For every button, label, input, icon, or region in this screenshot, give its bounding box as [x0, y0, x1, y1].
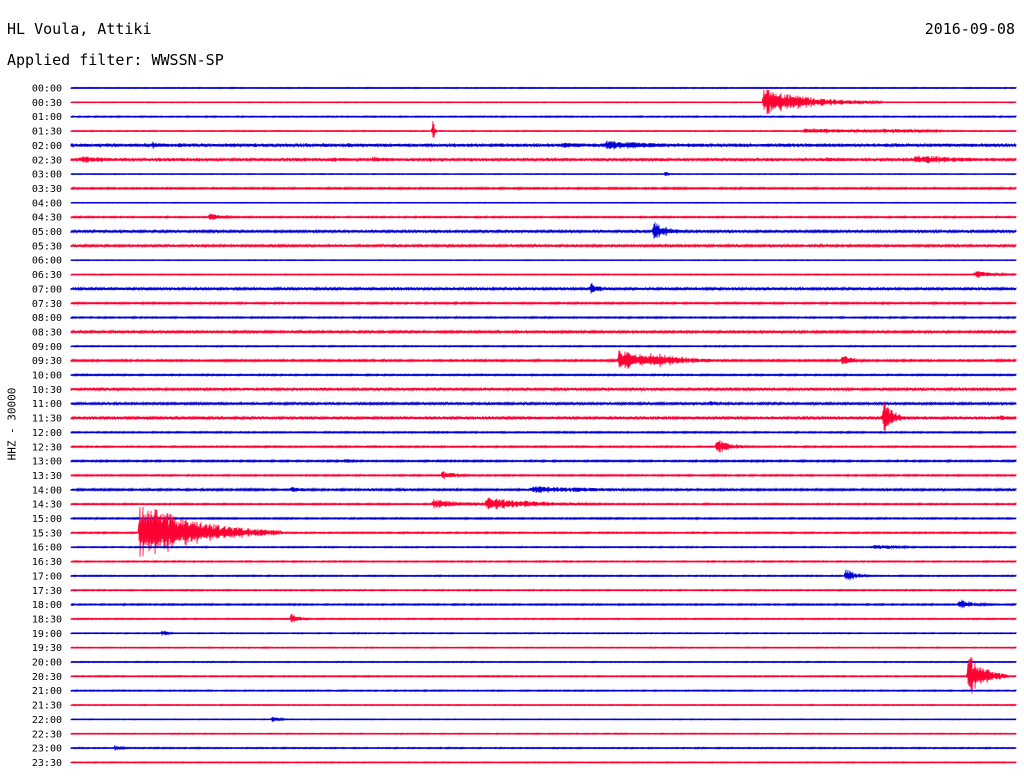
- tick-label-1930: 19:30: [32, 643, 62, 654]
- time-tick-labels: 00:00 00:30 01:00 01:30 02:00 02:30 03:00 03:30…: [32, 84, 62, 769]
- tick-label-1700: 17:00: [32, 571, 62, 582]
- tick-label-2330: 23:30: [32, 758, 62, 769]
- tick-label-1130: 11:30: [32, 414, 62, 425]
- tick-label-1730: 17:30: [32, 586, 62, 597]
- filter-label: Applied filter: WWSSN-SP: [7, 51, 224, 69]
- tick-label-0230: 02:30: [32, 155, 62, 166]
- tick-label-0000: 00:00: [32, 84, 62, 95]
- seismogram-traces: [70, 86, 1017, 765]
- tick-label-1200: 12:00: [32, 428, 62, 439]
- tick-label-1530: 15:30: [32, 528, 62, 539]
- tick-label-1000: 10:00: [32, 371, 62, 382]
- tick-label-2200: 22:00: [32, 715, 62, 726]
- tick-label-1100: 11:00: [32, 399, 62, 410]
- tick-label-2100: 21:00: [32, 686, 62, 697]
- tick-label-2230: 22:30: [32, 729, 62, 740]
- tick-label-0830: 08:30: [32, 327, 62, 338]
- trace-1700: [70, 569, 1017, 581]
- tick-label-2000: 20:00: [32, 658, 62, 669]
- tick-label-2130: 21:30: [32, 701, 62, 712]
- tick-label-1500: 15:00: [32, 514, 62, 525]
- tick-label-0100: 01:00: [32, 112, 62, 123]
- tick-label-0630: 06:30: [32, 270, 62, 281]
- tick-label-0700: 07:00: [32, 284, 62, 295]
- trace-1830: [70, 613, 1017, 623]
- trace-0130: [70, 121, 1017, 138]
- trace-0930: [70, 350, 1017, 369]
- tick-label-1430: 14:30: [32, 500, 62, 511]
- tick-label-1400: 14:00: [32, 485, 62, 496]
- tick-label-1830: 18:30: [32, 614, 62, 625]
- tick-label-0800: 08:00: [32, 313, 62, 324]
- trace-0500: [70, 222, 1017, 239]
- tick-label-2030: 20:30: [32, 672, 62, 683]
- tick-label-0030: 00:30: [32, 98, 62, 109]
- tick-label-0500: 05:00: [32, 227, 62, 238]
- tick-label-0130: 01:30: [32, 127, 62, 138]
- tick-label-1230: 12:30: [32, 442, 62, 453]
- tick-label-0200: 02:00: [32, 141, 62, 152]
- tick-label-0930: 09:30: [32, 356, 62, 367]
- tick-label-0530: 05:30: [32, 241, 62, 252]
- tick-label-0400: 04:00: [32, 198, 62, 209]
- tick-label-0300: 03:00: [32, 170, 62, 181]
- tick-label-0330: 03:30: [32, 184, 62, 195]
- tick-label-0430: 04:30: [32, 213, 62, 224]
- trace-1530: [70, 506, 1017, 557]
- tick-label-1030: 10:30: [32, 385, 62, 396]
- station-title: HL Voula, Attiki: [7, 20, 152, 38]
- tick-label-1800: 18:00: [32, 600, 62, 611]
- tick-label-1300: 13:00: [32, 457, 62, 468]
- tick-label-0600: 06:00: [32, 256, 62, 267]
- tick-label-0900: 09:00: [32, 342, 62, 353]
- trace-1430: [70, 497, 1017, 510]
- tick-label-1900: 19:00: [32, 629, 62, 640]
- tick-label-2300: 23:00: [32, 744, 62, 755]
- tick-label-1600: 16:00: [32, 543, 62, 554]
- tick-label-1330: 13:30: [32, 471, 62, 482]
- tick-label-0730: 07:30: [32, 299, 62, 310]
- tick-label-1630: 16:30: [32, 557, 62, 568]
- record-date: 2016-09-08: [924, 20, 1015, 38]
